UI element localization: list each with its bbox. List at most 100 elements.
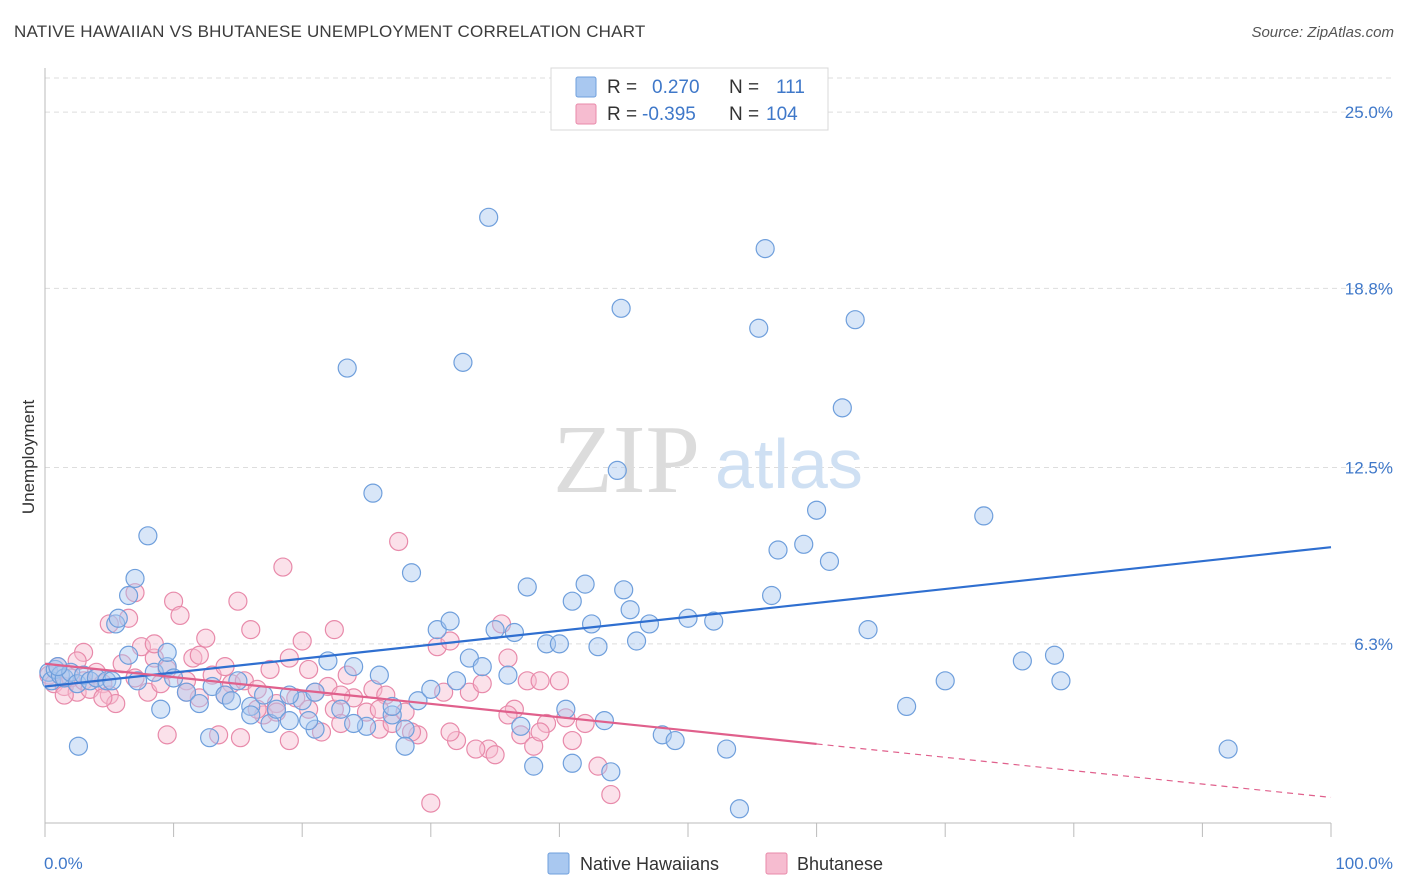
bhutanese-point-40	[292, 631, 312, 651]
native-hawaiian-point-95	[832, 398, 852, 418]
native-hawaiian-point-88	[749, 318, 769, 338]
trend-lines	[44, 546, 1332, 799]
bhutanese-point-21	[170, 605, 190, 626]
native-hawaiian-point-56	[440, 611, 460, 631]
bhutanese-point-35	[260, 659, 280, 680]
bhutanese-point-38	[279, 648, 299, 668]
native-hawaiian-point-101	[1012, 651, 1032, 671]
legend-swatch-blue	[575, 76, 597, 98]
legend-swatch-pink	[575, 103, 597, 125]
native-hawaiian-point-94	[819, 551, 840, 571]
x-tick-label-1: 100.0%	[1335, 854, 1393, 873]
native-hawaiian-trend-line	[44, 546, 1332, 688]
native-hawaiian-point-53	[395, 736, 415, 756]
x-tick-label-0: 0.0%	[44, 854, 83, 873]
native-hawaiian-point-34	[369, 665, 389, 685]
native-hawaiian-point-36	[395, 719, 415, 739]
native-hawaiian-point-39	[138, 526, 158, 546]
bhutanese-point-65	[485, 745, 505, 765]
native-hawaiian-point-97	[858, 620, 878, 640]
native-hawaiian-point-32	[344, 657, 364, 677]
native-hawaiian-point-79	[620, 600, 640, 620]
native-hawaiian-point-65	[517, 577, 537, 597]
tick-labels: 6.3% 12.5% 18.8% 25.0% 0.0% 100.0%	[44, 103, 1393, 873]
legend-box	[550, 67, 829, 131]
native-hawaiian-point-41	[108, 608, 128, 628]
bhutanese-point-76	[562, 730, 582, 751]
bottom-legend-native-hawaiians: Native Hawaiians	[580, 854, 719, 874]
grid-lines	[45, 77, 1395, 645]
native-hawaiian-point-64	[511, 716, 531, 736]
bhutanese-point-77	[575, 713, 595, 734]
native-hawaiian-point-99	[935, 671, 955, 691]
native-hawaiian-point-43	[68, 736, 89, 756]
native-hawaiian-point-105	[562, 591, 582, 611]
bhutanese-point-71	[524, 736, 544, 756]
native-hawaiian-point-62	[485, 620, 505, 640]
legend-r-label-1: R =	[607, 77, 637, 98]
native-hawaiian-point-52	[382, 696, 402, 717]
native-hawaiian-point-12	[118, 645, 139, 665]
bhutanese-point-67	[498, 648, 518, 668]
y-tick-label-2: 18.8%	[1345, 279, 1393, 298]
native-hawaiian-point-86	[716, 739, 737, 759]
y-tick-label-1: 12.5%	[1345, 459, 1393, 478]
legend-r-label-2: R =	[607, 104, 637, 125]
legend-n-label-1: N =	[729, 77, 759, 98]
bhutanese-point-89	[67, 651, 87, 671]
native-hawaiian-point-100	[974, 506, 994, 526]
native-hawaiian-point-87	[729, 799, 750, 819]
bhutanese-point-37	[273, 557, 293, 577]
native-hawaiian-point-57	[446, 671, 467, 691]
bhutanese-point-25	[196, 628, 216, 648]
native-hawaiian-point-70	[562, 753, 582, 773]
native-hawaiian-point-18	[176, 682, 197, 702]
native-hawaiian-point-66	[524, 756, 544, 776]
watermark-atlas: atlas	[715, 425, 863, 503]
native-hawaiian-point-90	[761, 585, 782, 606]
native-hawaiian-point-78	[614, 580, 634, 600]
bottom-legend-bhutanese: Bhutanese	[797, 854, 883, 874]
bhutanese-trend-line-extrapolated	[816, 743, 1332, 799]
bhutanese-point-83	[189, 645, 209, 665]
bhutanese-trend-line	[44, 662, 817, 746]
native-hawaiian-point-75	[601, 762, 621, 782]
native-hawaiian-point-109	[157, 642, 177, 662]
native-hawaiian-point-24	[254, 685, 274, 705]
bhutanese-point-41	[299, 659, 319, 680]
native-hawaiian-point-49	[337, 358, 357, 378]
native-hawaiian-point-26	[266, 699, 287, 719]
bhutanese-point-45	[324, 699, 344, 719]
bhutanese-point-54	[389, 531, 409, 552]
bhutanese-point-86	[324, 620, 344, 640]
native-hawaiian-point-92	[794, 534, 814, 554]
bhutanese-point-97	[440, 722, 460, 742]
axes	[44, 68, 1332, 837]
native-hawaiian-point-89	[755, 239, 775, 259]
native-hawaiian-point-104	[1218, 739, 1238, 759]
native-hawaiian-point-25	[260, 713, 280, 734]
source-label: Source: ZipAtlas.com	[1251, 24, 1394, 41]
bhutanese-point-88	[54, 685, 74, 705]
native-hawaiian-point-38	[421, 679, 441, 699]
bottom-legend-swatch-blue	[547, 852, 570, 875]
bhutanese-point-79	[601, 784, 621, 805]
native-hawaiian-point-63	[498, 665, 518, 685]
bottom-legend-swatch-pink	[765, 852, 788, 875]
native-hawaiian-point-85	[704, 611, 724, 631]
native-hawaiian-point-93	[806, 500, 827, 520]
native-hawaiian-point-58	[453, 352, 473, 372]
bhutanese-point-63	[472, 674, 492, 694]
native-hawaiian-point-77	[611, 298, 631, 318]
native-hawaiian-point-80	[626, 631, 647, 651]
native-hawaiian-point-51	[363, 483, 383, 503]
native-hawaiian-point-107	[299, 711, 319, 731]
bhutanese-point-98	[466, 739, 486, 759]
bhutanese-point-101	[157, 725, 177, 745]
bhutanese-point-57	[421, 793, 441, 813]
y-tick-label-3: 25.0%	[1345, 103, 1393, 122]
native-hawaiian-point-61	[479, 207, 499, 227]
native-hawaiian-point-81	[639, 614, 660, 634]
native-hawaiian-point-19	[189, 693, 209, 714]
